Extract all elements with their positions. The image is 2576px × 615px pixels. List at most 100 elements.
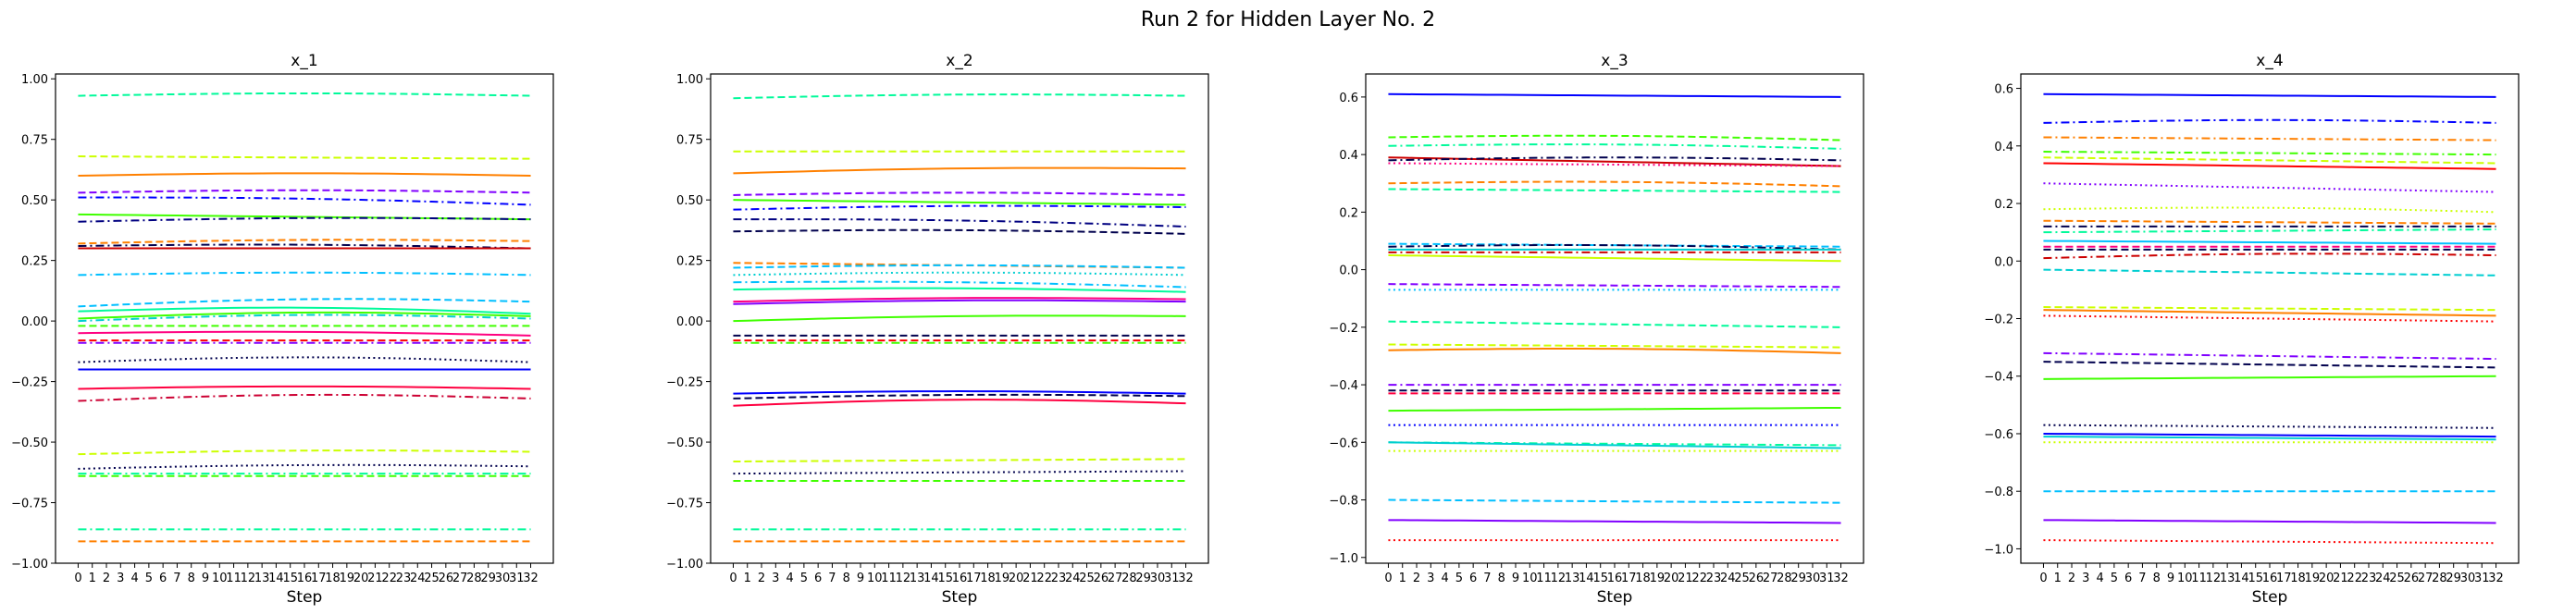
series-line-18 — [2043, 309, 2496, 317]
series-line-15 — [733, 299, 1186, 305]
y-tick-label: 0.4 — [1339, 149, 1358, 163]
x-tick-label: 22 — [381, 572, 397, 585]
axes-frame — [710, 73, 1209, 564]
series-line-9 — [2043, 219, 2496, 225]
x-tick-label: 19 — [2305, 572, 2321, 585]
x-tick-label: 16 — [952, 572, 968, 585]
series-line-5 — [78, 196, 531, 206]
x-tick-label: 16 — [297, 572, 313, 585]
series-line-17 — [1388, 343, 1841, 349]
x-tick-label: 11 — [226, 572, 242, 585]
y-tick-label: −0.75 — [666, 498, 703, 511]
series-line-23 — [733, 458, 1186, 463]
series-line-11 — [733, 271, 1186, 277]
x-tick-label: 12 — [1551, 572, 1567, 585]
x-tick-label: 14 — [923, 572, 939, 585]
x-tick-label: 16 — [1607, 572, 1623, 585]
x-tick-label: 4 — [786, 572, 793, 585]
series-line-9 — [78, 243, 531, 250]
series-line-21 — [733, 393, 1186, 400]
chart-panel-4: x_4−1.0−0.8−0.6−0.4−0.20.00.20.40.60 1 2 3 4… — [1984, 52, 2520, 607]
x-tick-label: 21 — [1678, 572, 1693, 585]
chart-title: x_4 — [2256, 52, 2283, 70]
x-tick-label: 5 — [2111, 572, 2118, 585]
series-line-3 — [2043, 136, 2496, 141]
x-tick-label: 20 — [1664, 572, 1679, 585]
x-tick-label: 3 — [1427, 572, 1434, 585]
x-tick-label: 21 — [367, 572, 383, 585]
x-tick-label: 26 — [439, 572, 454, 585]
x-tick-label: 25 — [1734, 572, 1750, 585]
x-tick-label: 9 — [202, 572, 209, 585]
x-tick-label: 32 — [2488, 572, 2504, 585]
series-line-24 — [2043, 432, 2496, 438]
x-tick-label: 16 — [2262, 572, 2278, 585]
x-tick-label: 2 — [2068, 572, 2075, 585]
y-tick-label: 0.25 — [21, 255, 48, 269]
x-tick-label: 8 — [1498, 572, 1505, 585]
y-tick-label: −0.6 — [1984, 428, 2013, 442]
x-tick-label: 27 — [1763, 572, 1778, 585]
x-tick-label: 13 — [1565, 572, 1580, 585]
y-tick-label: −0.4 — [1984, 371, 2013, 385]
series-line-5 — [733, 199, 1186, 206]
series-line-8 — [2043, 206, 2496, 214]
series-line-7 — [78, 216, 531, 223]
x-tick-label: 2 — [1413, 572, 1420, 585]
x-tick-label: 0 — [2039, 572, 2047, 585]
series-line-17 — [78, 330, 531, 337]
series-line-8 — [78, 239, 531, 245]
x-tick-label: 11 — [881, 572, 897, 585]
x-tick-label: 19 — [340, 572, 355, 585]
x-tick-label: 8 — [843, 572, 850, 585]
x-axis-label: Step — [2252, 588, 2288, 607]
x-tick-label: 4 — [2096, 572, 2103, 585]
series-line-6 — [733, 204, 1186, 211]
y-tick-label: 0.4 — [1994, 141, 2013, 154]
y-tick-label: −0.6 — [1329, 437, 1358, 450]
x-tick-label: 14 — [2234, 572, 2249, 585]
x-tick-label: 13 — [2220, 572, 2235, 585]
x-tick-label: 18 — [980, 572, 996, 585]
x-axis-label: Step — [287, 588, 323, 607]
y-tick-label: −1.0 — [1329, 552, 1358, 566]
x-tick-label: 23 — [1051, 572, 1067, 585]
x-tick-label: 19 — [1650, 572, 1666, 585]
series-line-4 — [78, 189, 531, 194]
x-tick-label: 1 — [2054, 572, 2062, 585]
series-line-14 — [733, 297, 1186, 303]
x-tick-label: 5 — [145, 572, 153, 585]
series-line-3 — [78, 172, 531, 177]
x-tick-label: 5 — [800, 572, 808, 585]
x-tick-label: 12 — [241, 572, 256, 585]
x-tick-label: 5 — [1455, 572, 1463, 585]
x-tick-label: 7 — [828, 572, 836, 585]
series-line-14 — [1388, 283, 1841, 289]
x-tick-label: 1 — [89, 572, 96, 585]
x-tick-label: 27 — [2418, 572, 2434, 585]
y-tick-label: −0.4 — [1329, 379, 1358, 393]
series-line-25 — [2043, 436, 2496, 441]
series-line-10 — [1388, 243, 1841, 251]
x-tick-label: 29 — [2446, 572, 2461, 585]
x-tick-label: 25 — [424, 572, 440, 585]
x-tick-label: 2 — [103, 572, 110, 585]
x-tick-label: 31 — [2474, 572, 2490, 585]
x-tick-label: 30 — [495, 572, 511, 585]
series-line-1 — [78, 92, 531, 97]
y-tick-label: 1.00 — [21, 73, 48, 87]
x-tick-label: 10 — [212, 572, 228, 585]
chart-title: x_1 — [291, 52, 317, 70]
x-tick-label: 31 — [1164, 572, 1180, 585]
x-tick-label: 17 — [2276, 572, 2292, 585]
x-tick-label: 30 — [1150, 572, 1166, 585]
y-tick-label: 0.50 — [21, 194, 48, 208]
x-tick-label: 21 — [1022, 572, 1038, 585]
series-line-12 — [733, 280, 1186, 289]
series-line-28 — [1388, 519, 1841, 524]
x-tick-label: 8 — [2153, 572, 2161, 585]
x-tick-label: 27 — [452, 572, 468, 585]
x-tick-label: 4 — [1441, 572, 1448, 585]
x-tick-label: 15 — [1592, 572, 1608, 585]
